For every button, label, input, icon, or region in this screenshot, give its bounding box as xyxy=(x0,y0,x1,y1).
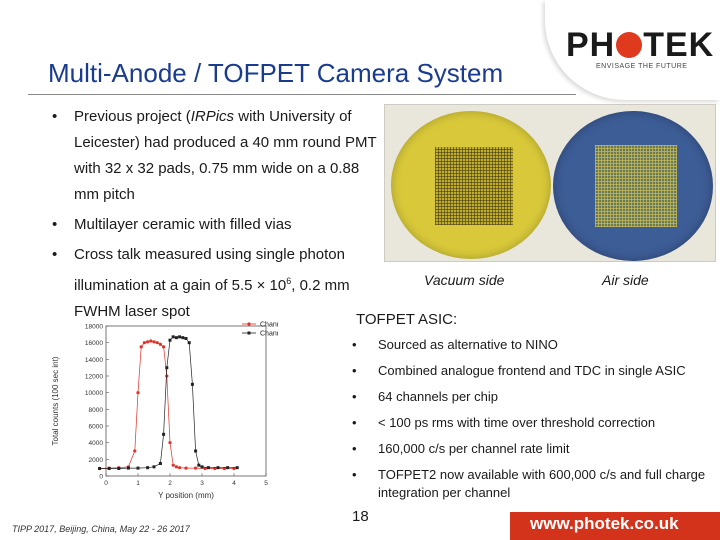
anode-pad-grid xyxy=(595,145,677,227)
data-point-channel1 xyxy=(181,336,185,340)
asic-item: TOFPET2 now available with 600,000 c/s a… xyxy=(350,466,718,502)
y-tick-label: 4000 xyxy=(89,440,104,447)
slide-title: Multi-Anode / TOFPET Camera System xyxy=(48,58,504,88)
air-side-disc xyxy=(553,111,713,261)
data-point-channel1 xyxy=(158,462,162,465)
data-point-channel0 xyxy=(149,339,153,343)
y-axis-label: Total counts (100 sec int) xyxy=(51,356,60,445)
y-tick-label: 12000 xyxy=(85,374,103,381)
y-tick-label: 18000 xyxy=(85,324,103,331)
data-point-channel0 xyxy=(146,340,150,344)
data-point-channel1 xyxy=(117,467,121,470)
y-tick-label: 14000 xyxy=(85,357,103,364)
data-point-channel0 xyxy=(133,449,137,453)
data-point-channel1 xyxy=(226,466,230,470)
data-point-channel0 xyxy=(152,340,156,344)
asic-item: Combined analogue frontend and TDC in si… xyxy=(350,362,718,380)
data-point-channel0 xyxy=(142,341,146,345)
x-tick-label: 5 xyxy=(264,480,268,487)
data-point-channel1 xyxy=(152,465,156,469)
asic-bullets: Sourced as alternative to NINO Combined … xyxy=(350,336,718,510)
data-point-channel0 xyxy=(194,466,198,470)
data-point-channel0 xyxy=(155,341,159,345)
y-tick-label: 16000 xyxy=(85,340,103,347)
chart-plot-frame xyxy=(105,325,267,477)
data-point-channel1 xyxy=(165,366,169,370)
y-tick-label: 8000 xyxy=(89,407,104,414)
website-link[interactable]: www.photek.co.uk xyxy=(530,514,679,533)
logo-dot-icon xyxy=(616,32,643,59)
data-point-channel1 xyxy=(216,466,220,470)
y-tick-label: 6000 xyxy=(89,424,104,431)
bullet-item: Multilayer ceramic with filled vias xyxy=(52,212,382,238)
data-point-channel1 xyxy=(162,432,166,436)
data-point-channel0 xyxy=(158,342,162,346)
data-point-channel1 xyxy=(136,466,140,470)
x-tick-label: 4 xyxy=(232,480,236,487)
vacuum-side-disc xyxy=(391,111,551,259)
data-point-channel0 xyxy=(165,374,169,378)
title-divider xyxy=(28,94,576,95)
vacuum-side-label: Vacuum side xyxy=(424,272,505,288)
x-tick-label: 1 xyxy=(136,480,140,487)
asic-item: 64 channels per chip xyxy=(350,388,718,406)
website-banner xyxy=(510,512,720,540)
asic-item: < 100 ps rms with time over threshold co… xyxy=(350,414,718,432)
data-point-channel0 xyxy=(174,465,178,469)
data-point-channel1 xyxy=(168,338,172,342)
data-point-channel0 xyxy=(168,441,172,445)
data-point-channel1 xyxy=(171,335,175,339)
data-point-channel0 xyxy=(171,463,175,467)
asic-item: Sourced as alternative to NINO xyxy=(350,336,718,354)
pmt-photo xyxy=(384,104,716,262)
project-bullets: Previous project (IRPics with University… xyxy=(52,104,382,329)
conference-footer: TIPP 2017, Beijing, China, May 22 - 26 2… xyxy=(12,524,190,534)
bullet-item: Cross talk measured using single photon … xyxy=(52,242,382,325)
x-tick-label: 0 xyxy=(104,480,108,487)
air-side-label: Air side xyxy=(602,272,649,288)
data-point-channel1 xyxy=(190,382,194,386)
crosstalk-chart: 0 2000 4000 6000 8000 10000 12000 14000 16000 180… xyxy=(51,322,278,501)
y-tick-label: 2000 xyxy=(89,457,104,464)
data-point-channel1 xyxy=(194,449,198,453)
data-point-channel0 xyxy=(139,345,143,349)
data-point-channel1 xyxy=(197,463,201,467)
legend-label: Channel0 xyxy=(260,322,278,329)
data-point-channel0 xyxy=(136,391,140,395)
data-point-channel1 xyxy=(174,336,178,340)
x-tick-label: 3 xyxy=(200,480,204,487)
data-point-channel1 xyxy=(126,466,130,470)
data-point-channel1 xyxy=(235,466,239,470)
data-point-channel1 xyxy=(98,467,102,470)
bullet-item: Previous project (IRPics with University… xyxy=(52,104,382,208)
data-point-channel1 xyxy=(200,465,204,469)
y-tick-label: 10000 xyxy=(85,390,103,397)
data-point-channel1 xyxy=(178,335,182,339)
y-tick-label: 0 xyxy=(99,474,103,481)
data-point-channel0 xyxy=(162,345,166,349)
anode-pad-grid xyxy=(435,147,513,225)
legend-marker xyxy=(247,322,251,326)
x-tick-label: 2 xyxy=(168,480,172,487)
data-point-channel1 xyxy=(206,466,210,470)
series-line-channel0 xyxy=(99,340,234,469)
data-point-channel1 xyxy=(184,337,188,340)
data-point-channel0 xyxy=(178,466,182,470)
asic-heading: TOFPET ASIC: xyxy=(356,311,458,328)
legend-marker xyxy=(247,331,251,335)
logo-tagline: ENVISAGE THE FUTURE xyxy=(596,63,688,70)
data-point-channel0 xyxy=(184,466,188,470)
legend-label: Channel1 xyxy=(260,331,278,338)
page-number: 18 xyxy=(352,508,369,525)
photek-logo: PH TEK xyxy=(566,26,715,64)
asic-item: 160,000 c/s per channel rate limit xyxy=(350,440,718,458)
data-point-channel1 xyxy=(107,467,111,470)
x-axis-label: Y position (mm) xyxy=(158,491,214,500)
data-point-channel1 xyxy=(146,466,150,470)
data-point-channel1 xyxy=(187,341,191,345)
